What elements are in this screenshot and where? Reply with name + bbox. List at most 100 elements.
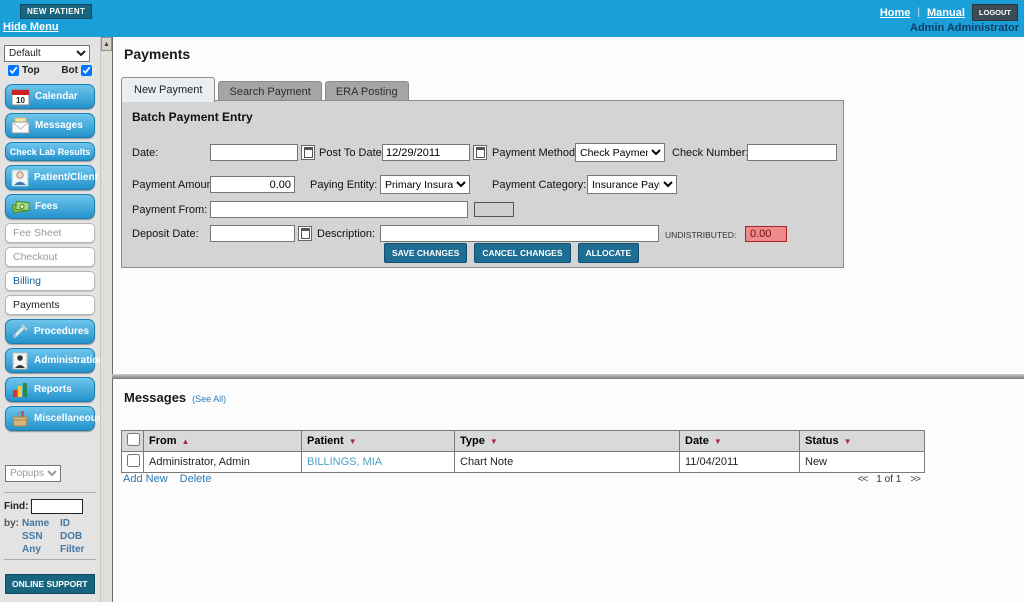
sidebar-item-label: Calendar <box>35 91 78 102</box>
payment-category-select[interactable]: Insurance Payme <box>587 175 677 194</box>
sidebar-item-messages[interactable]: Messages <box>5 113 95 138</box>
see-all-link[interactable]: (See All) <box>192 394 227 404</box>
logout-button[interactable]: LOGOUT <box>971 4 1018 21</box>
sidebar-item-calendar[interactable]: 10 Calendar <box>5 84 95 109</box>
page-title: Payments <box>124 46 191 62</box>
payments-frame: Payments New Payment Search Payment ERA … <box>112 37 1024 374</box>
top-frame-checkbox[interactable] <box>8 65 19 76</box>
select-all-checkbox[interactable] <box>127 433 140 446</box>
sidebar-item-label: Administration <box>34 355 105 366</box>
delete-link[interactable]: Delete <box>179 473 212 485</box>
bot-frame-checkbox[interactable] <box>81 65 92 76</box>
post-to-date-calendar-icon[interactable] <box>473 145 487 160</box>
sidebar-item-label: Fee Sheet <box>13 227 62 239</box>
sidebar-item-checkout[interactable]: Checkout <box>5 247 95 267</box>
batch-payment-entry-panel: Batch Payment Entry Date: Post To Date: … <box>121 100 844 268</box>
allocate-button[interactable]: ALLOCATE <box>577 243 640 263</box>
box-icon <box>11 410 29 427</box>
sidebar-item-reports[interactable]: Reports <box>5 377 95 402</box>
top-right-links: Home | Manual LOGOUT <box>880 4 1018 21</box>
home-link[interactable]: Home <box>879 6 911 19</box>
add-new-link[interactable]: Add New <box>123 473 168 485</box>
payment-amount-input[interactable] <box>210 176 295 193</box>
cell-status: New <box>799 451 925 473</box>
bot-frame-label: Bot <box>61 65 78 76</box>
sidebar-divider <box>4 559 96 560</box>
sidebar-item-miscellaneous[interactable]: Miscellaneous <box>5 406 102 431</box>
date-calendar-icon[interactable] <box>301 145 315 160</box>
tab-search-payment[interactable]: Search Payment <box>218 81 322 102</box>
popups-select[interactable]: Popups <box>5 465 61 482</box>
find-by-dob-link[interactable]: DOB <box>60 531 83 542</box>
sidebar-item-patient-client[interactable]: Patient/Client <box>5 165 98 190</box>
cell-from: Administrator, Admin <box>143 451 302 473</box>
date-input[interactable] <box>210 144 298 161</box>
calendar-day-number: 10 <box>16 96 25 105</box>
find-by-ssn-link[interactable]: SSN <box>22 531 43 542</box>
find-by-name-link[interactable]: Name <box>22 518 50 529</box>
sidebar-item-label: Payments <box>13 299 60 311</box>
sidebar-item-procedures[interactable]: Procedures <box>5 319 95 344</box>
column-header-date[interactable]: Date ▼ <box>679 430 800 452</box>
find-by-links: by: Name ID SSN DOB Any Filter <box>4 518 100 555</box>
table-row: Administrator, Admin BILLINGS, MIA Chart… <box>121 451 925 473</box>
sidebar-item-payments[interactable]: Payments <box>5 295 95 315</box>
payment-from-label: Payment From: <box>132 204 208 216</box>
column-header-patient[interactable]: Patient ▼ <box>301 430 455 452</box>
scroll-up-arrow-icon[interactable]: ▲ <box>101 37 112 51</box>
payments-tabs: New Payment Search Payment ERA Posting <box>121 77 412 102</box>
row-checkbox[interactable] <box>127 454 140 467</box>
sort-down-icon: ▼ <box>713 437 722 446</box>
by-label: by: <box>4 518 19 529</box>
sidebar-item-administration[interactable]: Administration <box>5 348 105 373</box>
next-page-button[interactable]: >> <box>910 474 921 485</box>
frame-divider[interactable] <box>112 374 1024 379</box>
sidebar-divider <box>4 492 96 493</box>
logged-in-user: Admin Administrator <box>910 22 1019 34</box>
messages-header-row: From ▲ Patient ▼ Type ▼ Date ▼ Status ▼ <box>121 430 925 452</box>
prev-page-button[interactable]: << <box>857 474 869 485</box>
payment-method-select[interactable]: Check Payment <box>575 143 665 162</box>
find-label: Find: <box>4 501 29 512</box>
pagination: << 1 of 1 >> <box>857 474 921 485</box>
cancel-changes-button[interactable]: CANCEL CHANGES <box>474 243 571 263</box>
deposit-date-calendar-icon[interactable] <box>298 226 312 241</box>
save-changes-button[interactable]: SAVE CHANGES <box>384 243 468 263</box>
find-by-id-link[interactable]: ID <box>60 518 70 529</box>
new-patient-button[interactable]: NEW PATIENT <box>20 4 93 19</box>
sidebar-item-fee-sheet[interactable]: Fee Sheet <box>5 223 95 243</box>
sidebar-item-label: Billing <box>13 275 42 287</box>
sidebar-scrollbar[interactable]: ▲ <box>100 37 112 602</box>
admin-figure-icon <box>11 352 29 370</box>
sidebar-item-check-lab-results[interactable]: Check Lab Results <box>5 142 95 161</box>
post-to-date-input[interactable] <box>382 144 470 161</box>
column-header-type[interactable]: Type ▼ <box>454 430 680 452</box>
find-by-filter-link[interactable]: Filter <box>60 544 85 555</box>
column-header-from[interactable]: From ▲ <box>143 430 302 452</box>
sidebar-item-billing[interactable]: Billing <box>5 271 95 291</box>
check-number-input[interactable] <box>747 144 837 161</box>
syringe-icon <box>11 323 29 340</box>
paying-entity-select[interactable]: Primary Insuranc <box>380 175 470 194</box>
chart-icon <box>11 381 29 398</box>
manual-link[interactable]: Manual <box>927 6 965 19</box>
hide-menu-link[interactable]: Hide Menu <box>3 21 59 33</box>
tab-era-posting[interactable]: ERA Posting <box>324 81 409 102</box>
sidebar-item-fees[interactable]: Fees <box>5 194 95 219</box>
patient-link[interactable]: BILLINGS, MIA <box>307 456 383 468</box>
deposit-date-input[interactable] <box>210 225 295 242</box>
payment-amount-label: Payment Amount: <box>132 179 219 191</box>
column-header-status[interactable]: Status ▼ <box>799 430 925 452</box>
sidebar-item-label: Messages <box>35 120 83 131</box>
find-input[interactable] <box>31 499 84 514</box>
layout-select[interactable]: Default <box>4 45 90 62</box>
payment-from-input[interactable] <box>210 201 468 218</box>
find-by-any-link[interactable]: Any <box>22 544 41 555</box>
sort-down-icon: ▼ <box>489 437 498 446</box>
description-input[interactable] <box>380 225 659 242</box>
online-support-button[interactable]: ONLINE SUPPORT <box>5 574 95 594</box>
tab-new-payment[interactable]: New Payment <box>121 77 216 102</box>
undistributed-value: 0.00 <box>745 226 787 242</box>
payment-method-label: Payment Method: <box>492 147 579 159</box>
sidebar-item-label: Checkout <box>13 251 58 263</box>
